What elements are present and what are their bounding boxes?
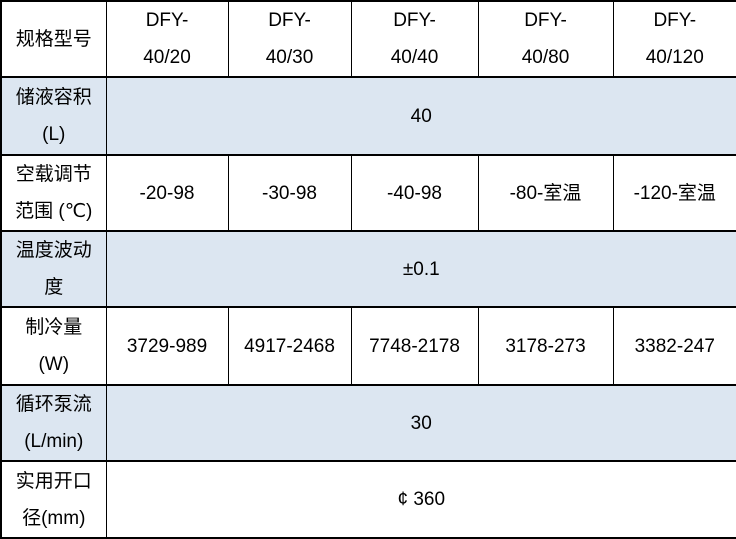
row-label: 储液容积 (L) bbox=[0, 76, 107, 156]
value-cell: 4917-2468 bbox=[227, 306, 352, 386]
value-cell: -80-室温 bbox=[477, 154, 614, 232]
model-header-cell: DFY- 40/20 bbox=[105, 0, 229, 78]
row-tank-volume: 储液容积 (L) 40 bbox=[0, 76, 736, 156]
value-cell: -120-室温 bbox=[612, 154, 736, 232]
value-cell: -40-98 bbox=[350, 154, 479, 232]
row-opening-diameter: 实用开口 径(mm) ¢ 360 bbox=[0, 460, 736, 539]
value-cell: 3178-273 bbox=[477, 306, 614, 386]
merged-value-cell: ±0.1 bbox=[105, 230, 736, 308]
merged-value-cell: 40 bbox=[105, 76, 736, 156]
value-cell: -30-98 bbox=[227, 154, 352, 232]
model-header-cell: DFY- 40/40 bbox=[350, 0, 479, 78]
model-header-cell: DFY- 40/30 bbox=[227, 0, 352, 78]
row-cooling-capacity: 制冷量 (W) 3729-989 4917-2468 7748-2178 317… bbox=[0, 306, 736, 386]
header-row: 规格型号 DFY- 40/20 DFY- 40/30 DFY- 40/40 DF… bbox=[0, 0, 736, 78]
value-cell: 3729-989 bbox=[105, 306, 229, 386]
row-label: 温度波动 度 bbox=[0, 230, 107, 308]
value-cell: 7748-2178 bbox=[350, 306, 479, 386]
row-temp-fluctuation: 温度波动 度 ±0.1 bbox=[0, 230, 736, 308]
corner-header-cell: 规格型号 bbox=[0, 0, 107, 78]
row-label: 空载调节 范围 (℃) bbox=[0, 154, 107, 232]
model-header-cell: DFY- 40/80 bbox=[477, 0, 614, 78]
merged-value-cell: 30 bbox=[105, 384, 736, 462]
row-pump-flow: 循环泵流 (L/min) 30 bbox=[0, 384, 736, 462]
row-temp-range: 空载调节 范围 (℃) -20-98 -30-98 -40-98 -80-室温 … bbox=[0, 154, 736, 232]
row-label: 制冷量 (W) bbox=[0, 306, 107, 386]
row-label: 循环泵流 (L/min) bbox=[0, 384, 107, 462]
value-cell: -20-98 bbox=[105, 154, 229, 232]
value-cell: 3382-247 bbox=[612, 306, 736, 386]
row-label: 实用开口 径(mm) bbox=[0, 460, 107, 539]
merged-value-cell: ¢ 360 bbox=[105, 460, 736, 539]
model-header-cell: DFY- 40/120 bbox=[612, 0, 736, 78]
